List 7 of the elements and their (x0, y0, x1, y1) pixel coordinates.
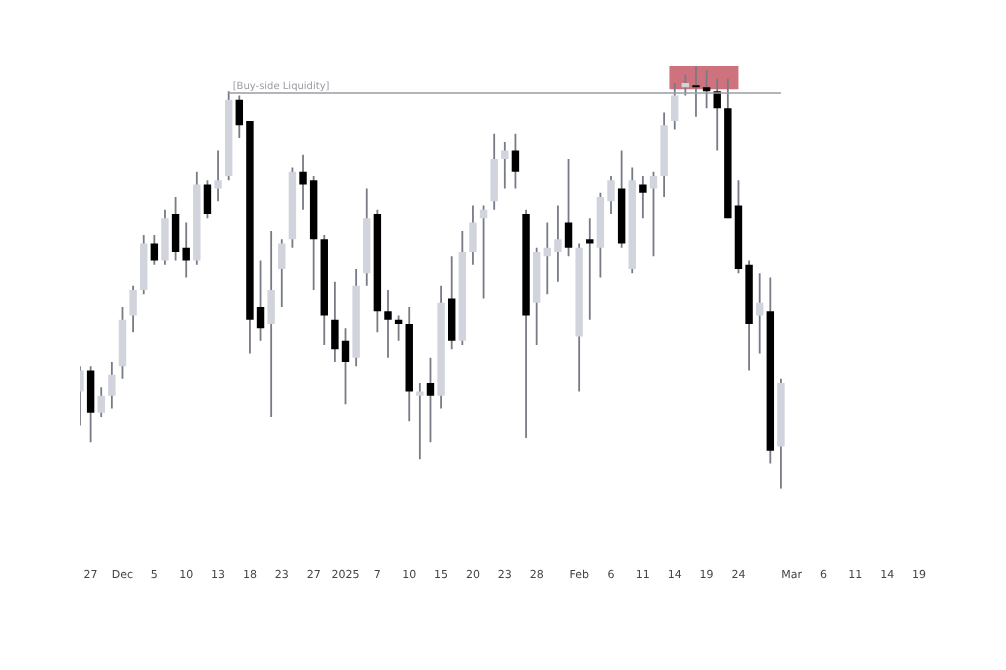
candlestick (586, 218, 594, 320)
candlestick (384, 290, 392, 358)
candlestick (692, 66, 700, 117)
candlestick (416, 383, 424, 460)
candlestick (267, 230, 275, 417)
candlestick (501, 142, 509, 189)
candlestick (394, 315, 403, 341)
